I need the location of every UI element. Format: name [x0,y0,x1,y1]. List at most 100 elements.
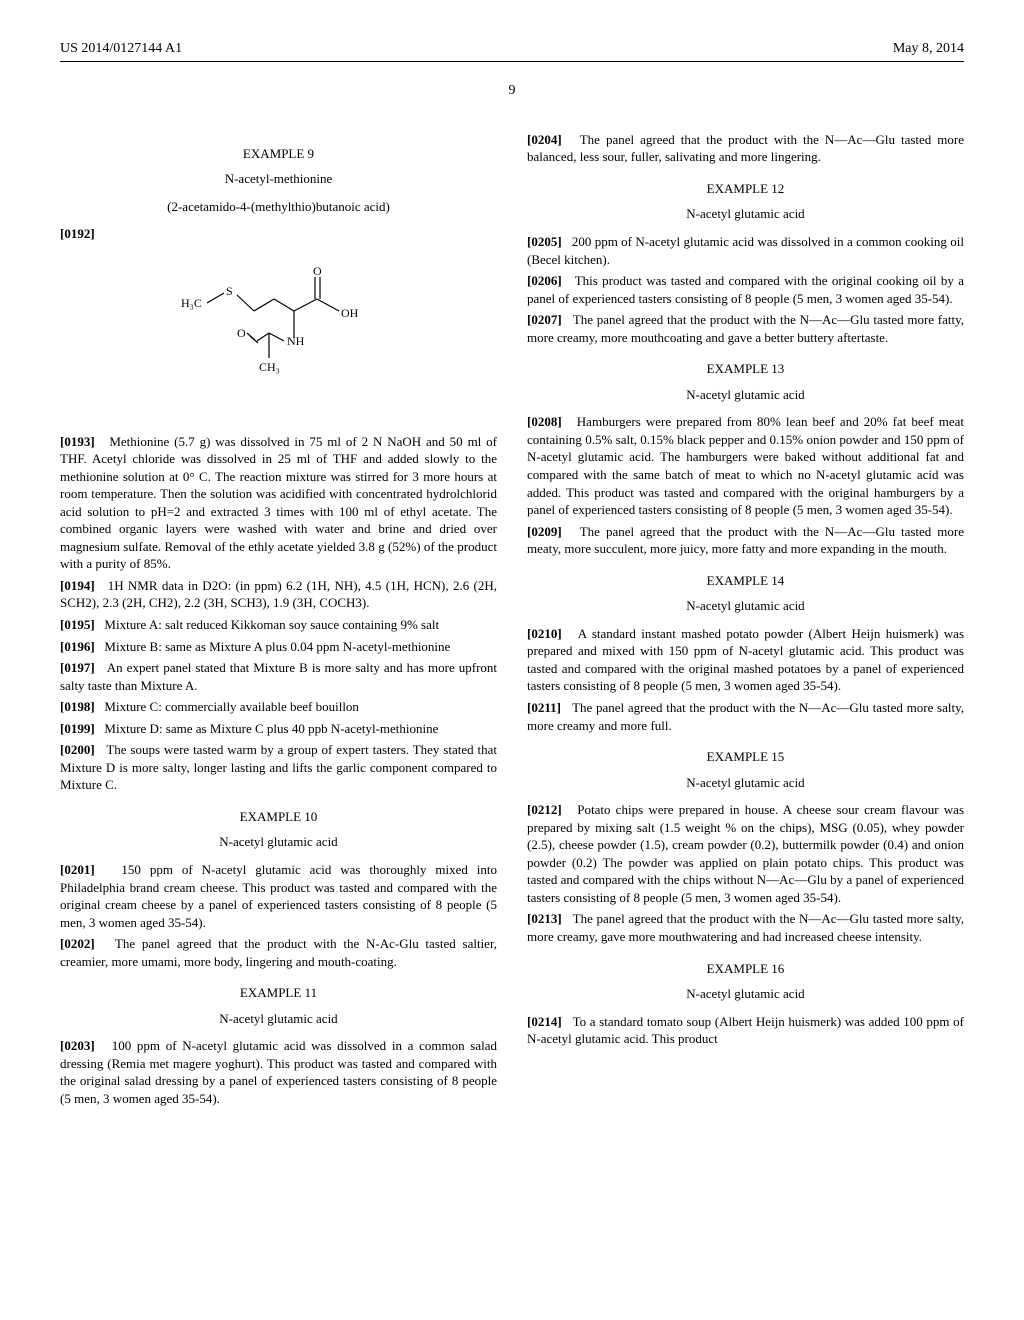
label-h3c: H₃C [181,296,202,310]
para-text: An expert panel stated that Mixture B is… [60,660,497,693]
example-9-title2: (2-acetamido-4-(methylthio)butanoic acid… [60,198,497,216]
para-num: [0209] [527,524,562,539]
para-0212: [0212] Potato chips were prepared in hou… [527,801,964,906]
page-header: US 2014/0127144 A1 May 8, 2014 [60,40,964,62]
para-num: [0211] [527,700,561,715]
para-0203: [0203] 100 ppm of N-acetyl glutamic acid… [60,1037,497,1107]
para-text: The panel agreed that the product with t… [527,312,964,345]
para-text: To a standard tomato soup (Albert Heijn … [527,1014,964,1047]
para-text: The panel agreed that the product with t… [527,911,964,944]
right-column: [0204] The panel agreed that the product… [527,131,964,1112]
chemical-structure: H₃C S O OH O NH CH₃ [60,263,497,408]
label-o-mid: O [237,326,246,340]
publication-date: May 8, 2014 [893,40,964,59]
para-num: [0196] [60,639,95,654]
para-0202: [0202] The panel agreed that the product… [60,935,497,970]
para-num: [0197] [60,660,95,675]
para-0210: [0210] A standard instant mashed potato … [527,625,964,695]
example-14-title: N-acetyl glutamic acid [527,597,964,615]
example-14-heading: EXAMPLE 14 [527,572,964,590]
left-column: EXAMPLE 9 N-acetyl-methionine (2-acetami… [60,131,497,1112]
para-num: [0206] [527,273,562,288]
para-num: [0201] [60,862,95,877]
example-15-title: N-acetyl glutamic acid [527,774,964,792]
para-num: [0194] [60,578,95,593]
para-0201: [0201] 150 ppm of N-acetyl glutamic acid… [60,861,497,931]
para-text: Mixture D: same as Mixture C plus 40 ppb… [104,721,438,736]
para-text: Mixture B: same as Mixture A plus 0.04 p… [104,639,450,654]
para-text: Mixture A: salt reduced Kikkoman soy sau… [104,617,439,632]
para-num: [0195] [60,617,95,632]
para-num: [0207] [527,312,562,327]
para-num: [0192] [60,226,95,241]
para-num: [0210] [527,626,562,641]
para-num: [0204] [527,132,562,147]
example-10-title: N-acetyl glutamic acid [60,833,497,851]
para-0195: [0195] Mixture A: salt reduced Kikkoman … [60,616,497,634]
para-num: [0198] [60,699,95,714]
para-text: Methionine (5.7 g) was dissolved in 75 m… [60,434,497,572]
example-11-title: N-acetyl glutamic acid [60,1010,497,1028]
para-0209: [0209] The panel agreed that the product… [527,523,964,558]
para-text: The panel agreed that the product with t… [527,700,964,733]
para-0207: [0207] The panel agreed that the product… [527,311,964,346]
example-13-heading: EXAMPLE 13 [527,360,964,378]
para-text: 150 ppm of N-acetyl glutamic acid was th… [60,862,497,930]
para-text: The panel agreed that the product with t… [527,524,964,557]
example-9-title1: N-acetyl-methionine [60,170,497,188]
molecule-svg: H₃C S O OH O NH CH₃ [169,263,389,403]
para-text: 200 ppm of N-acetyl glutamic acid was di… [527,234,964,267]
label-nh: NH [287,334,305,348]
para-text: A standard instant mashed potato powder … [527,626,964,694]
example-11-heading: EXAMPLE 11 [60,984,497,1002]
example-12-title: N-acetyl glutamic acid [527,205,964,223]
para-num: [0212] [527,802,562,817]
label-o-top: O [313,264,322,278]
para-text: Hamburgers were prepared from 80% lean b… [527,414,964,517]
para-0206: [0206] This product was tasted and compa… [527,272,964,307]
example-13-title: N-acetyl glutamic acid [527,386,964,404]
para-num: [0203] [60,1038,95,1053]
example-10-heading: EXAMPLE 10 [60,808,497,826]
label-s: S [226,284,233,298]
para-num: [0213] [527,911,562,926]
para-0197: [0197] An expert panel stated that Mixtu… [60,659,497,694]
label-ch3: CH₃ [259,360,280,374]
para-0208: [0208] Hamburgers were prepared from 80%… [527,413,964,518]
para-0205: [0205] 200 ppm of N-acetyl glutamic acid… [527,233,964,268]
para-0204: [0204] The panel agreed that the product… [527,131,964,166]
para-num: [0199] [60,721,95,736]
example-12-heading: EXAMPLE 12 [527,180,964,198]
para-num: [0208] [527,414,562,429]
example-16-title: N-acetyl glutamic acid [527,985,964,1003]
body-columns: EXAMPLE 9 N-acetyl-methionine (2-acetami… [60,131,964,1112]
para-0194: [0194] 1H NMR data in D2O: (in ppm) 6.2 … [60,577,497,612]
page-number: 9 [60,82,964,101]
para-0199: [0199] Mixture D: same as Mixture C plus… [60,720,497,738]
para-0211: [0211] The panel agreed that the product… [527,699,964,734]
para-text: The panel agreed that the product with t… [527,132,964,165]
para-0214: [0214] To a standard tomato soup (Albert… [527,1013,964,1048]
para-num: [0200] [60,742,95,757]
para-0213: [0213] The panel agreed that the product… [527,910,964,945]
para-text: Mixture C: commercially available beef b… [104,699,359,714]
label-oh: OH [341,306,359,320]
para-text: This product was tasted and compared wit… [527,273,964,306]
para-text: 1H NMR data in D2O: (in ppm) 6.2 (1H, NH… [60,578,497,611]
para-0200: [0200] The soups were tasted warm by a g… [60,741,497,794]
para-text: The soups were tasted warm by a group of… [60,742,497,792]
para-text: The panel agreed that the product with t… [60,936,497,969]
para-0192: [0192] [60,225,497,243]
para-text: 100 ppm of N-acetyl glutamic acid was di… [60,1038,497,1106]
example-16-heading: EXAMPLE 16 [527,960,964,978]
example-9-heading: EXAMPLE 9 [60,145,497,163]
publication-number: US 2014/0127144 A1 [60,40,182,59]
para-0196: [0196] Mixture B: same as Mixture A plus… [60,638,497,656]
para-num: [0193] [60,434,95,449]
para-num: [0214] [527,1014,562,1029]
para-num: [0202] [60,936,95,951]
para-num: [0205] [527,234,562,249]
example-15-heading: EXAMPLE 15 [527,748,964,766]
para-0193: [0193] Methionine (5.7 g) was dissolved … [60,433,497,573]
para-text: Potato chips were prepared in house. A c… [527,802,964,905]
